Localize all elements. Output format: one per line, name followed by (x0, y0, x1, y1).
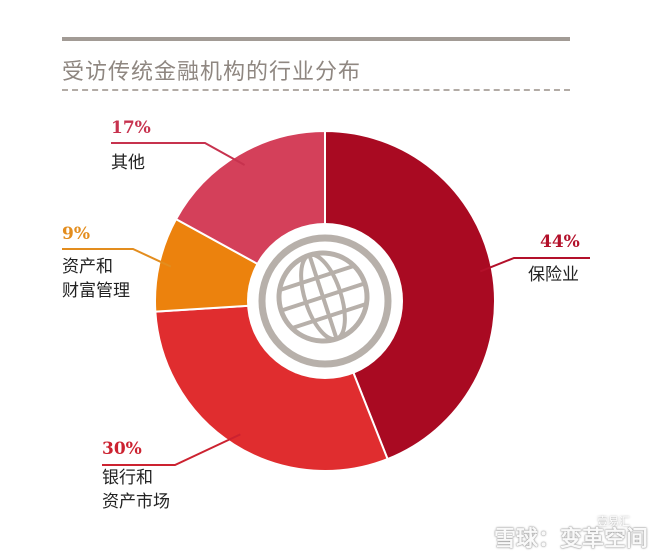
callout-line (62, 248, 172, 268)
top-rule (62, 37, 570, 41)
donut-slice (324, 129, 496, 461)
slice-category-label: 资产和财富管理 (62, 257, 130, 301)
dotted-divider (62, 89, 570, 91)
slice-value-label: 44% (540, 232, 580, 252)
callout-line (102, 433, 241, 466)
slice-value-label: 30% (102, 439, 142, 459)
watermark: 雪球：变革空间 (493, 527, 648, 552)
slice-category-label: 其他 (111, 153, 145, 173)
slice-value-label: 17% (111, 118, 151, 138)
slice-value-label: 9% (62, 224, 90, 244)
slice-category-label: 银行和资产市场 (102, 468, 170, 512)
callout-line (111, 142, 246, 166)
globe-icon (258, 234, 392, 368)
watermark-small: 壹易汇 (597, 515, 630, 528)
slice-category-label: 保险业 (528, 265, 579, 285)
callout-line (479, 257, 590, 273)
chart-title: 受访传统金融机构的行业分布 (62, 60, 362, 85)
callout-group: 44% 保险业 30% 银行和资产市场 9% 资产和财富管理 17% 其他 (62, 118, 590, 512)
